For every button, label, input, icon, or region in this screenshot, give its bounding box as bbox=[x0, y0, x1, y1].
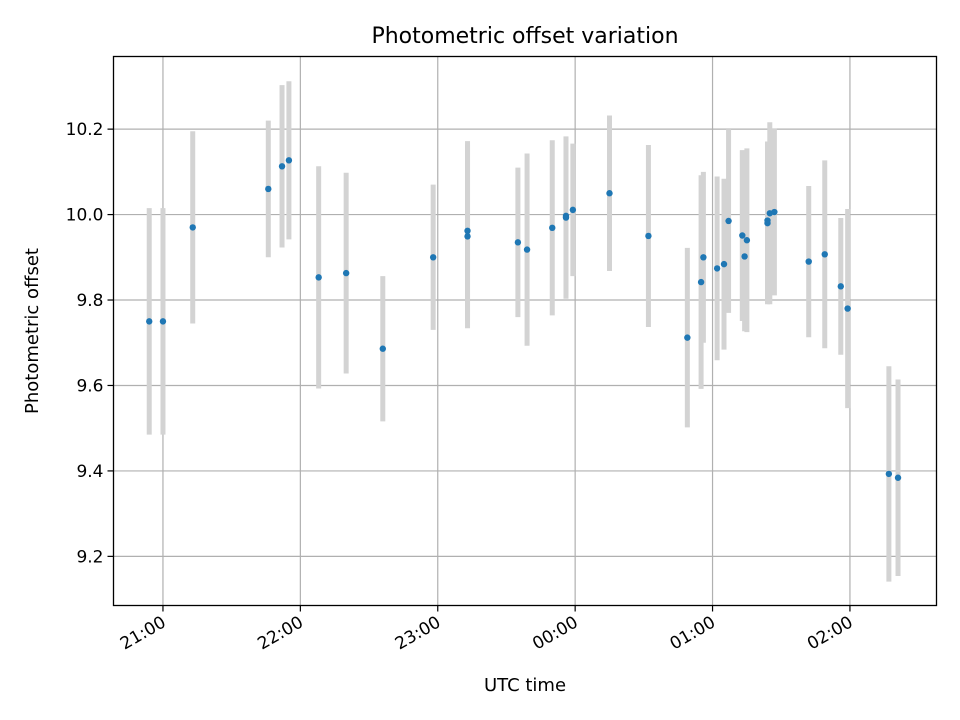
y-tick-label: 10.2 bbox=[66, 120, 104, 140]
data-point bbox=[885, 470, 893, 478]
data-point bbox=[720, 260, 728, 268]
chart-title: Photometric offset variation bbox=[371, 24, 678, 49]
data-point bbox=[265, 185, 272, 193]
data-point bbox=[342, 269, 350, 277]
data-point bbox=[146, 318, 153, 325]
data-point bbox=[684, 334, 691, 341]
y-tick-label: 9.8 bbox=[76, 291, 103, 311]
data-point bbox=[562, 214, 570, 221]
y-tick-label: 10.0 bbox=[66, 206, 104, 226]
data-point bbox=[569, 206, 577, 214]
y-tick-label: 9.6 bbox=[76, 376, 103, 396]
data-point bbox=[549, 224, 556, 232]
data-point bbox=[606, 190, 613, 197]
data-point bbox=[523, 246, 531, 253]
data-point bbox=[837, 283, 844, 290]
data-point bbox=[315, 274, 322, 281]
data-point bbox=[645, 232, 652, 240]
x-axis-label: UTC time bbox=[484, 675, 566, 696]
data-point bbox=[894, 474, 902, 481]
y-axis-label: Photometric offset bbox=[22, 248, 43, 414]
data-point bbox=[844, 305, 851, 312]
data-point bbox=[739, 232, 746, 239]
data-point bbox=[771, 208, 778, 216]
data-point bbox=[514, 239, 522, 246]
y-tick-label: 9.2 bbox=[76, 547, 103, 567]
data-point bbox=[278, 163, 286, 170]
data-point bbox=[821, 251, 828, 258]
data-point bbox=[697, 278, 705, 286]
data-point bbox=[741, 253, 748, 260]
data-point bbox=[464, 227, 471, 235]
data-point bbox=[713, 265, 721, 272]
data-point bbox=[743, 237, 751, 244]
data-point bbox=[285, 157, 293, 164]
data-points bbox=[146, 157, 902, 481]
data-point bbox=[159, 318, 167, 325]
data-point bbox=[379, 345, 386, 352]
y-tick-label: 9.4 bbox=[76, 462, 103, 482]
data-point bbox=[464, 233, 471, 240]
data-point bbox=[429, 254, 437, 261]
data-point bbox=[805, 258, 812, 265]
plot-frame bbox=[112, 55, 938, 607]
data-point bbox=[725, 217, 732, 225]
data-point bbox=[189, 224, 196, 231]
y-axis-ticks: 9.2 9.4 9.6 9.8 10.0 10.2 bbox=[66, 120, 114, 567]
data-point bbox=[764, 217, 771, 224]
data-point bbox=[700, 254, 707, 261]
